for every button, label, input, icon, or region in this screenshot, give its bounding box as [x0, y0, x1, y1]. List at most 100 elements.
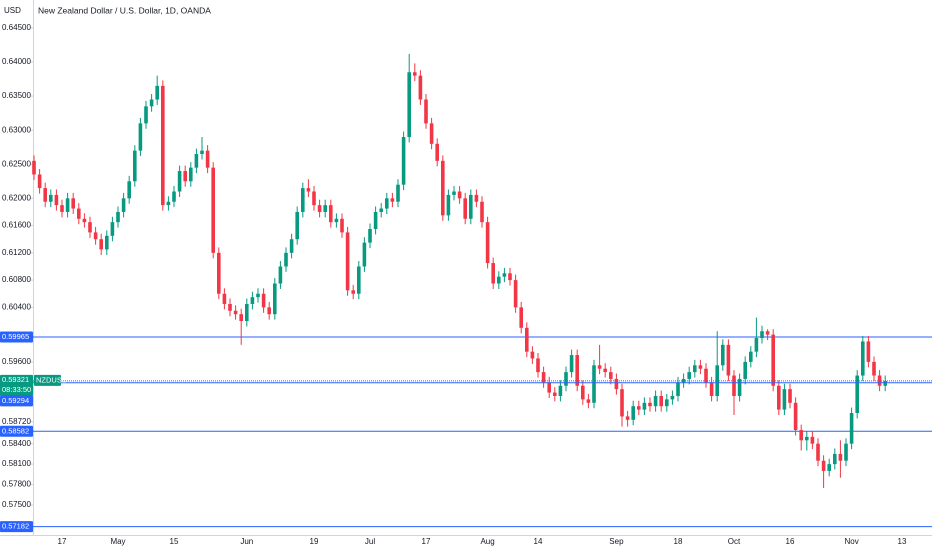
candle-body [323, 205, 327, 212]
candle-body [553, 392, 557, 396]
symbol-box [34, 374, 61, 386]
candle-body [704, 368, 708, 383]
candle-body [357, 266, 361, 294]
candle-body [586, 399, 591, 403]
candle-body [469, 194, 473, 219]
candle-body [32, 160, 36, 175]
candle-body [144, 106, 148, 124]
x-tick-label: 18 [674, 537, 683, 546]
candle-body [788, 389, 792, 403]
candle-body [676, 382, 680, 396]
candle-body [502, 273, 507, 277]
y-tick-label: 0.62500 [2, 159, 31, 168]
bid-price-box [0, 395, 33, 407]
bid-price-label: 0.59294 [2, 396, 29, 405]
candle-body [827, 464, 831, 471]
candle-body [267, 307, 271, 315]
candle-body [71, 198, 75, 209]
price-label: 0.58582 [2, 426, 29, 435]
x-tick-label: Sep [609, 537, 624, 546]
candle-body [709, 382, 714, 396]
candle-body [261, 293, 266, 308]
candle-body [721, 344, 725, 366]
candle-body [648, 402, 652, 407]
candle-body [189, 167, 193, 182]
currency-label: USD [4, 6, 21, 15]
candle-body [334, 218, 339, 223]
candle-body [43, 188, 47, 202]
candle-body [161, 85, 165, 206]
candle-body [138, 123, 143, 151]
candle-body [110, 222, 115, 236]
candle-body [194, 154, 199, 168]
candle-body [351, 290, 355, 294]
candle-body [581, 385, 585, 400]
x-tick-label: 17 [422, 537, 431, 546]
x-tick-label: May [110, 537, 125, 546]
candle-body [754, 338, 759, 352]
candle-body [805, 436, 809, 441]
y-tick-label: 0.63500 [2, 91, 31, 100]
x-tick-label: 15 [170, 537, 179, 546]
y-tick-label: 0.61200 [2, 248, 31, 257]
candle-body [474, 194, 479, 202]
y-tick-label: 0.60400 [2, 302, 31, 311]
candle-body [726, 344, 731, 376]
candle-body [625, 416, 630, 420]
candle-body [782, 389, 787, 410]
candle-body [390, 198, 395, 202]
candle-body [541, 372, 546, 383]
y-tick-label: 0.57500 [2, 500, 31, 509]
candle-body [497, 276, 501, 284]
candle-body [284, 252, 288, 267]
y-tick-label: 0.58720 [2, 417, 31, 426]
candle-body [620, 389, 624, 417]
candle-body [289, 239, 294, 253]
candle-body [569, 355, 574, 373]
price-label-box [0, 425, 33, 437]
candle-body [211, 167, 215, 253]
y-tick-label: 0.63000 [2, 125, 31, 134]
candle-body [340, 218, 344, 233]
candle-body [413, 72, 417, 76]
y-tick-label: 0.62000 [2, 193, 31, 202]
candle-body [631, 406, 635, 420]
candle-body [855, 375, 859, 414]
candle-body [670, 395, 675, 400]
candle-body [698, 365, 703, 369]
candle-body [446, 194, 451, 216]
candle-body [256, 293, 260, 298]
candle-body [177, 171, 182, 192]
candle-body [306, 188, 311, 192]
candle-body [65, 198, 70, 212]
y-tick-label: 0.57800 [2, 480, 31, 489]
y-tick-label: 0.58400 [2, 439, 31, 448]
candle-body [250, 297, 255, 304]
candle-body [49, 194, 53, 202]
price-label: 0.57182 [2, 522, 29, 531]
candle-body [665, 399, 669, 407]
x-tick-label: 19 [310, 537, 319, 546]
candle-body [760, 331, 764, 339]
candle-body [687, 372, 691, 379]
candle-body [396, 184, 400, 202]
candle-body [693, 365, 697, 373]
candle-body [233, 310, 238, 315]
candle-body [592, 365, 596, 403]
candle-body [513, 280, 518, 308]
x-tick-label: 16 [786, 537, 795, 546]
candle-body [273, 283, 277, 315]
x-tick-label: Jun [240, 537, 253, 546]
candle-body [301, 188, 305, 212]
countdown-label: 08:33:50 [2, 385, 31, 394]
candle-body [172, 191, 176, 202]
x-tick-label: Jul [365, 537, 375, 546]
candle-body [519, 307, 523, 328]
candle-body [536, 358, 540, 373]
candle-body [642, 402, 647, 410]
candle-body [435, 143, 439, 161]
candle-body [312, 191, 316, 206]
candle-body [609, 372, 613, 379]
candle-body [597, 365, 602, 369]
candle-body [799, 430, 803, 441]
